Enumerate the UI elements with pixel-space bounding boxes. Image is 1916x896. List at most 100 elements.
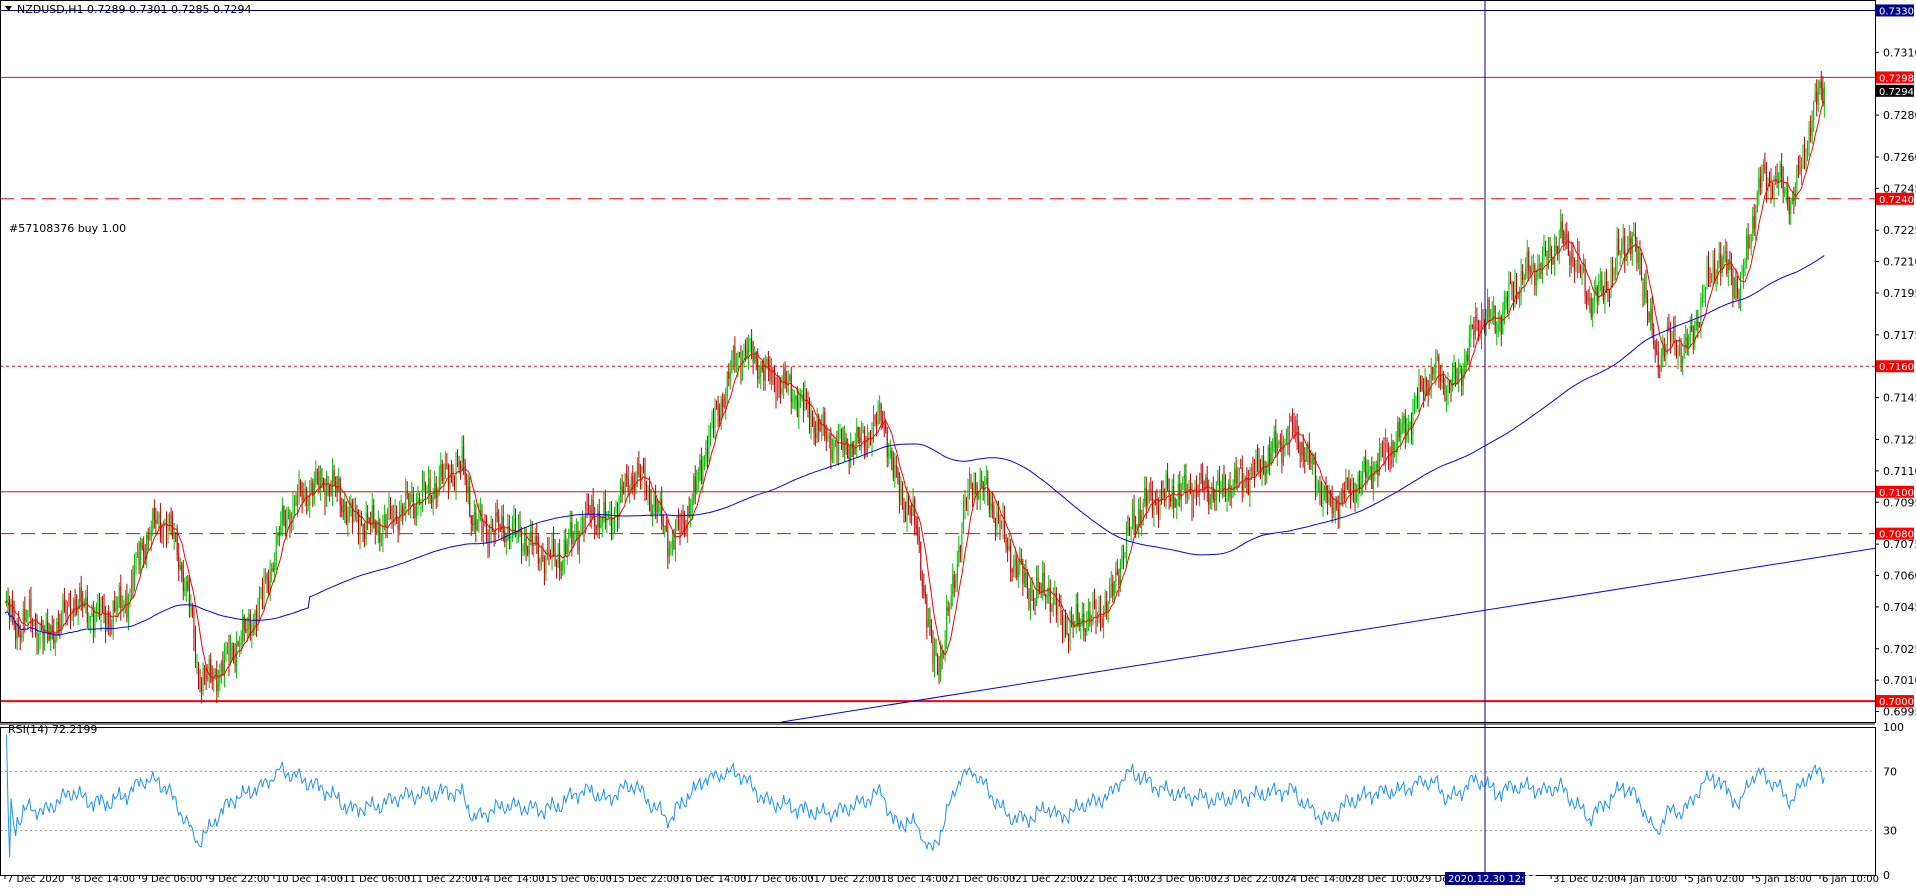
candle-body <box>38 636 40 648</box>
candle-body <box>533 544 535 547</box>
candle-body <box>1520 270 1522 297</box>
candle-body <box>1810 127 1812 137</box>
candle-body <box>1241 468 1243 491</box>
candle-body <box>318 472 320 491</box>
candle-body <box>1660 355 1662 369</box>
candle-body <box>1767 179 1769 192</box>
candle-body <box>1022 560 1024 584</box>
candle-body <box>1776 175 1778 184</box>
candle-body <box>231 645 233 650</box>
candle-body <box>1090 614 1092 623</box>
candle-body <box>336 487 338 491</box>
candle-body <box>677 520 679 524</box>
candle-body <box>327 483 329 487</box>
candle-body <box>400 506 402 513</box>
candle-body <box>656 510 658 513</box>
candle-body <box>728 371 730 379</box>
candle-body <box>670 543 672 549</box>
candle-body <box>559 551 561 570</box>
candle-body <box>1570 252 1572 266</box>
candle-body <box>1509 282 1511 284</box>
candle-body <box>438 476 440 491</box>
candle-body <box>1595 287 1597 293</box>
candle-body <box>964 498 966 507</box>
candle-body <box>1538 263 1540 267</box>
candle-body <box>402 506 404 514</box>
candle-body <box>289 513 291 526</box>
candle-body <box>220 661 222 672</box>
candle-body <box>252 624 254 633</box>
candle-body <box>455 461 457 488</box>
candle-body <box>155 520 157 524</box>
candle-body <box>798 400 800 418</box>
candle-body <box>80 587 82 602</box>
candle-body <box>1074 622 1076 626</box>
candle-body <box>1416 398 1418 404</box>
candle-body <box>1537 266 1539 278</box>
candle-body <box>987 477 989 494</box>
candle-body <box>1234 469 1236 483</box>
candle-body <box>703 456 705 467</box>
candle-body <box>1167 474 1169 490</box>
x-tick-label: 5 Jan 02:00 <box>1688 874 1745 885</box>
candle-body <box>732 346 734 359</box>
candle-body <box>1343 494 1345 498</box>
candle-body <box>972 486 974 495</box>
candle-body <box>1775 175 1777 177</box>
candle-body <box>1388 450 1390 459</box>
candle-body <box>111 627 113 629</box>
candle-body <box>193 613 195 639</box>
candle-body <box>976 485 978 499</box>
candle-body <box>1435 361 1437 374</box>
candle-body <box>1290 419 1292 421</box>
level-tag-0.7080 <box>1876 527 1914 540</box>
candle-body <box>1004 514 1006 534</box>
candle-body <box>1773 175 1775 197</box>
candle-body <box>725 397 727 408</box>
candle-body <box>905 512 907 520</box>
candle-body <box>889 450 891 455</box>
candle-body <box>1656 350 1658 352</box>
candle-body <box>1048 587 1050 596</box>
candle-body <box>1270 452 1272 463</box>
candle-body <box>362 525 364 531</box>
candle-body <box>673 540 675 550</box>
candle-body <box>612 521 614 533</box>
candle-body <box>551 538 553 559</box>
candle-body <box>1784 190 1786 194</box>
candle-body <box>422 482 424 505</box>
candle-body <box>263 580 265 600</box>
candle-body <box>1401 423 1403 431</box>
candle-body <box>1296 419 1298 439</box>
main-frame <box>0 0 1876 723</box>
candle-body <box>1023 572 1025 584</box>
candle-body <box>1490 316 1492 318</box>
candle-body <box>199 679 201 690</box>
rsi-tick-label: 30 <box>1883 825 1897 838</box>
candle-body <box>1055 592 1057 616</box>
candle-body <box>792 400 794 403</box>
candle-body <box>1625 253 1627 262</box>
candle-body <box>1217 478 1219 483</box>
candle-body <box>521 533 523 552</box>
candle-body <box>1144 487 1146 503</box>
candle-body <box>1759 178 1761 188</box>
candle-body <box>1671 333 1673 342</box>
candle-body <box>900 488 902 501</box>
candle-body <box>1610 268 1612 296</box>
candle-body <box>661 499 663 524</box>
candle-body <box>1083 613 1085 631</box>
candle-body <box>1150 489 1152 491</box>
candle-body <box>696 481 698 492</box>
candle-body <box>1424 379 1426 396</box>
candle-body <box>440 464 442 477</box>
candle-body <box>763 369 765 381</box>
candle-body <box>662 523 664 526</box>
candle-body <box>379 521 381 542</box>
candle-body <box>1717 264 1719 275</box>
candle-body <box>624 474 626 493</box>
